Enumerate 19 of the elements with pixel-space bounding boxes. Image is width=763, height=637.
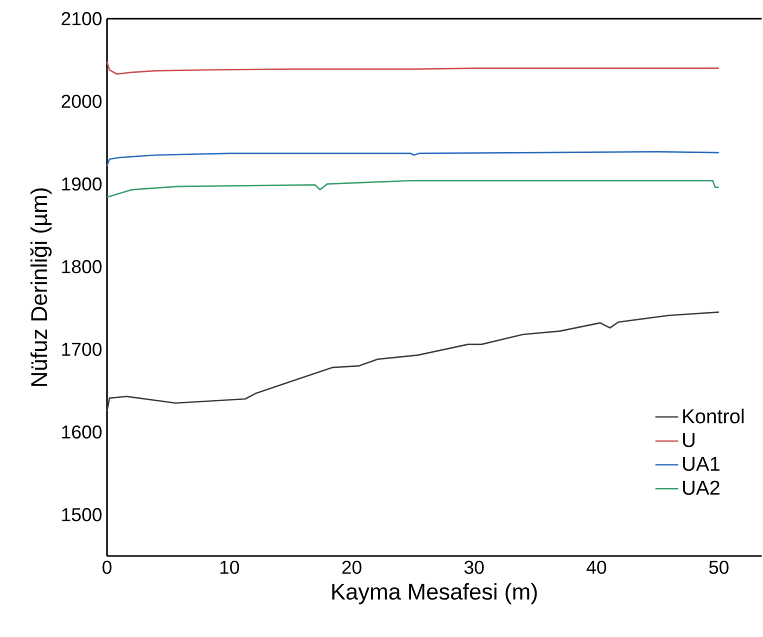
y-tick-label: 1600: [62, 425, 102, 439]
x-axis-title: Kayma Mesafesi (m): [332, 583, 537, 604]
x-tick-label: 50: [709, 560, 728, 574]
y-tick-label: 2100: [62, 12, 102, 26]
y-tick-label: 1900: [62, 177, 102, 191]
y-tick-label: 1800: [62, 260, 102, 274]
legend-label: Kontrol: [683, 408, 744, 424]
y-tick-label: 2000: [62, 94, 102, 108]
legend-label: UA2: [683, 480, 720, 495]
x-tick-label: 40: [586, 560, 606, 574]
legend-label: U: [683, 433, 694, 448]
y-tick-label: 1500: [62, 508, 102, 522]
y-axis-title: Nüfuz Derinliği (µm): [30, 188, 52, 386]
legend-label: UA1: [683, 456, 720, 471]
x-tick-label: 30: [464, 560, 484, 574]
x-tick-label: 0: [102, 560, 112, 574]
x-tick-label: 20: [342, 560, 362, 574]
x-tick-label: 10: [220, 560, 240, 574]
y-tick-label: 1700: [62, 342, 102, 356]
